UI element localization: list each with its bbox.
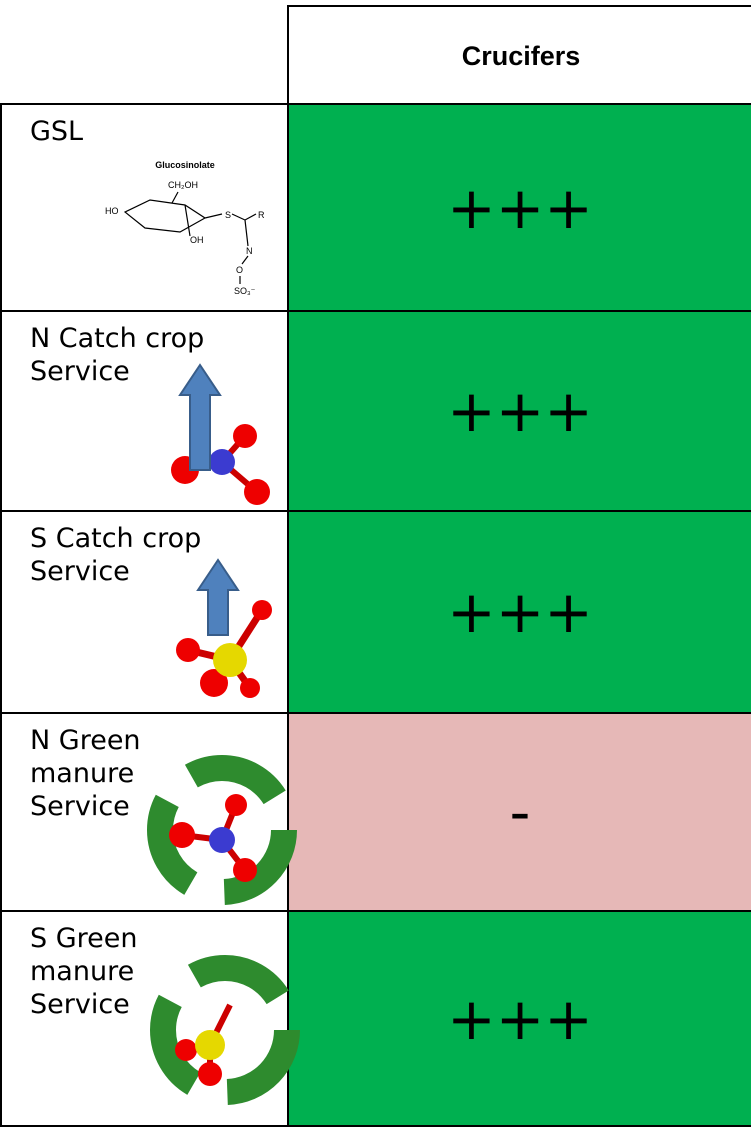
label-line: manure <box>30 758 135 789</box>
label-line: S Green <box>30 923 138 954</box>
recycle-nitrate-icon <box>147 755 297 905</box>
structure-title: Glucosinolate <box>155 160 215 170</box>
atom-label: S <box>225 210 231 220</box>
label-line: N Green <box>30 725 141 756</box>
label-line: S Catch crop <box>30 523 202 554</box>
glucosinolate-structure: Glucosinolate CH₂OH HO OH S R N O SO₃⁻ <box>95 153 280 303</box>
row-value: +++ <box>287 510 751 714</box>
row-value: +++ <box>287 310 751 512</box>
row-value: +++ <box>287 103 751 312</box>
atom-label: N <box>246 246 253 256</box>
label-line: N Catch crop <box>30 323 205 354</box>
column-header: Crucifers <box>287 5 751 105</box>
sulfate-icon <box>176 558 272 698</box>
label-line: Service <box>30 791 130 822</box>
atom-label: CH₂OH <box>168 180 198 190</box>
atom-label: SO₃⁻ <box>234 286 256 296</box>
atom-label: OH <box>190 235 204 245</box>
recycle-sulfate-icon <box>150 955 300 1105</box>
label-line: GSL <box>30 116 84 147</box>
atom-label: O <box>236 265 243 275</box>
row-label: N Catch crop Service <box>0 310 289 512</box>
label-line: Service <box>30 989 130 1020</box>
label-line: Service <box>30 556 130 587</box>
label-line: Service <box>30 356 130 387</box>
bonds <box>123 191 257 284</box>
atom-label: R <box>258 210 265 220</box>
label-line: manure <box>30 956 135 987</box>
nitrate-icon <box>171 363 270 505</box>
atom-label: HO <box>105 206 119 216</box>
row-value: +++ <box>287 910 751 1127</box>
